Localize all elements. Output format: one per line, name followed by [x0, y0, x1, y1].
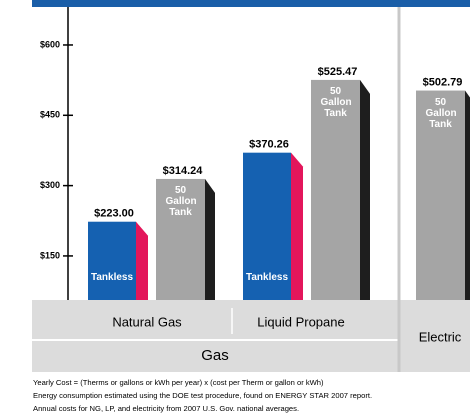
footnote: Energy consumption estimated using the D…	[33, 391, 372, 400]
value-label: $502.79	[423, 76, 463, 88]
bar-label: Tankless	[245, 272, 289, 283]
y-tick-label: $150	[40, 250, 60, 260]
bar-label: 50 Gallon Tank	[425, 96, 457, 130]
category-label: Electric	[419, 329, 462, 344]
y-tick-label: $300	[40, 180, 60, 190]
series-name: 50 Gallon Tank	[165, 184, 197, 218]
bar-label: Tankless	[90, 272, 134, 283]
value-label: $223.00	[94, 208, 134, 220]
bar-side	[291, 152, 303, 300]
title-banner	[32, 0, 470, 7]
bar-side	[205, 178, 215, 300]
bar-label: 50 Gallon Tank	[320, 85, 352, 119]
bar	[416, 90, 465, 300]
bar	[156, 178, 205, 300]
bar-side	[360, 79, 370, 300]
series-name: 50 Gallon Tank	[320, 85, 352, 119]
y-tick-label: $450	[40, 110, 60, 120]
bar-side	[136, 221, 148, 300]
bar	[311, 79, 360, 300]
value-label: $525.47	[318, 66, 358, 78]
category-label: Liquid Propane	[257, 314, 344, 329]
series-name: Tankless	[245, 272, 289, 283]
y-tick-label: $600	[40, 39, 60, 49]
bar	[88, 221, 136, 300]
category-group-label: Gas	[201, 347, 229, 364]
footnote: Yearly Cost = (Therms or gallons or kWh …	[33, 378, 324, 387]
bar-side	[465, 90, 470, 300]
category-band	[32, 300, 470, 372]
series-name: 50 Gallon Tank	[425, 96, 457, 130]
series-name: Tankless	[90, 272, 134, 283]
footnote: Annual costs for NG, LP, and electricity…	[33, 404, 299, 413]
bar	[243, 152, 291, 300]
value-label: $314.24	[163, 165, 204, 177]
category-label: Natural Gas	[112, 314, 182, 329]
bar-label: 50 Gallon Tank	[165, 184, 197, 218]
value-label: $370.26	[249, 139, 289, 151]
